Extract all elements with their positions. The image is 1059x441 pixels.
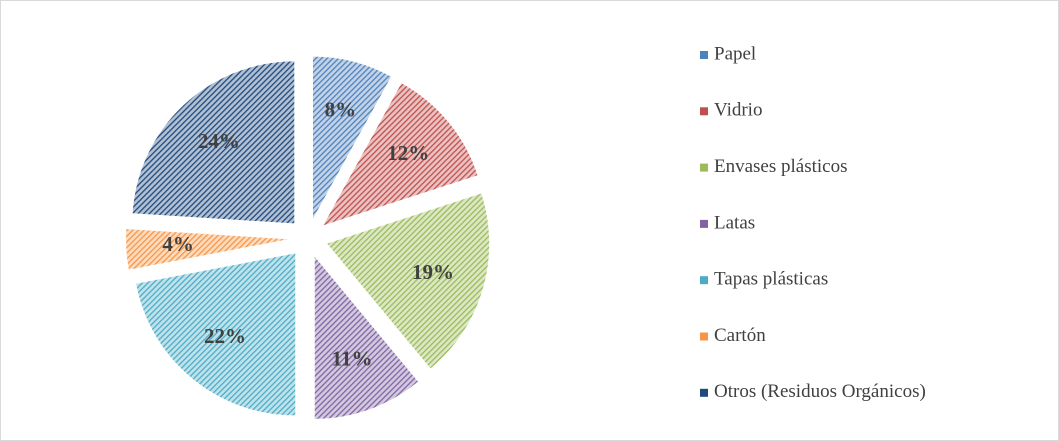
data-label: 4% xyxy=(162,232,194,256)
legend-swatch xyxy=(700,163,708,172)
legend-label: Vidrio xyxy=(714,100,762,121)
legend-label: Papel xyxy=(714,43,756,64)
data-label: 8% xyxy=(325,98,357,122)
data-label: 12% xyxy=(387,141,429,165)
legend-swatch xyxy=(700,51,708,59)
pie-slice xyxy=(314,256,419,419)
legend-label: Otros (Residuos Orgánicos) xyxy=(714,381,926,402)
pie-slice xyxy=(312,56,392,219)
legend-swatch xyxy=(700,219,708,228)
data-label: 24% xyxy=(198,129,240,153)
data-label: 19% xyxy=(412,260,454,284)
data-label: 11% xyxy=(332,346,373,370)
legend-label: Envases plásticos xyxy=(714,156,848,177)
pie-slice xyxy=(327,193,490,369)
pie-slice xyxy=(323,83,478,226)
pie-slice xyxy=(136,253,296,416)
pie-slice xyxy=(132,61,295,224)
legend-swatch xyxy=(700,332,708,341)
legend-label: Latas xyxy=(714,212,755,233)
legend-swatch xyxy=(700,107,708,116)
legend-label: Cartón xyxy=(714,325,766,346)
legend-swatch xyxy=(700,388,708,397)
legend-label: Tapas plásticas xyxy=(714,269,828,290)
data-label: 22% xyxy=(204,324,246,348)
pie-slice xyxy=(126,229,289,270)
legend-swatch xyxy=(700,276,708,285)
